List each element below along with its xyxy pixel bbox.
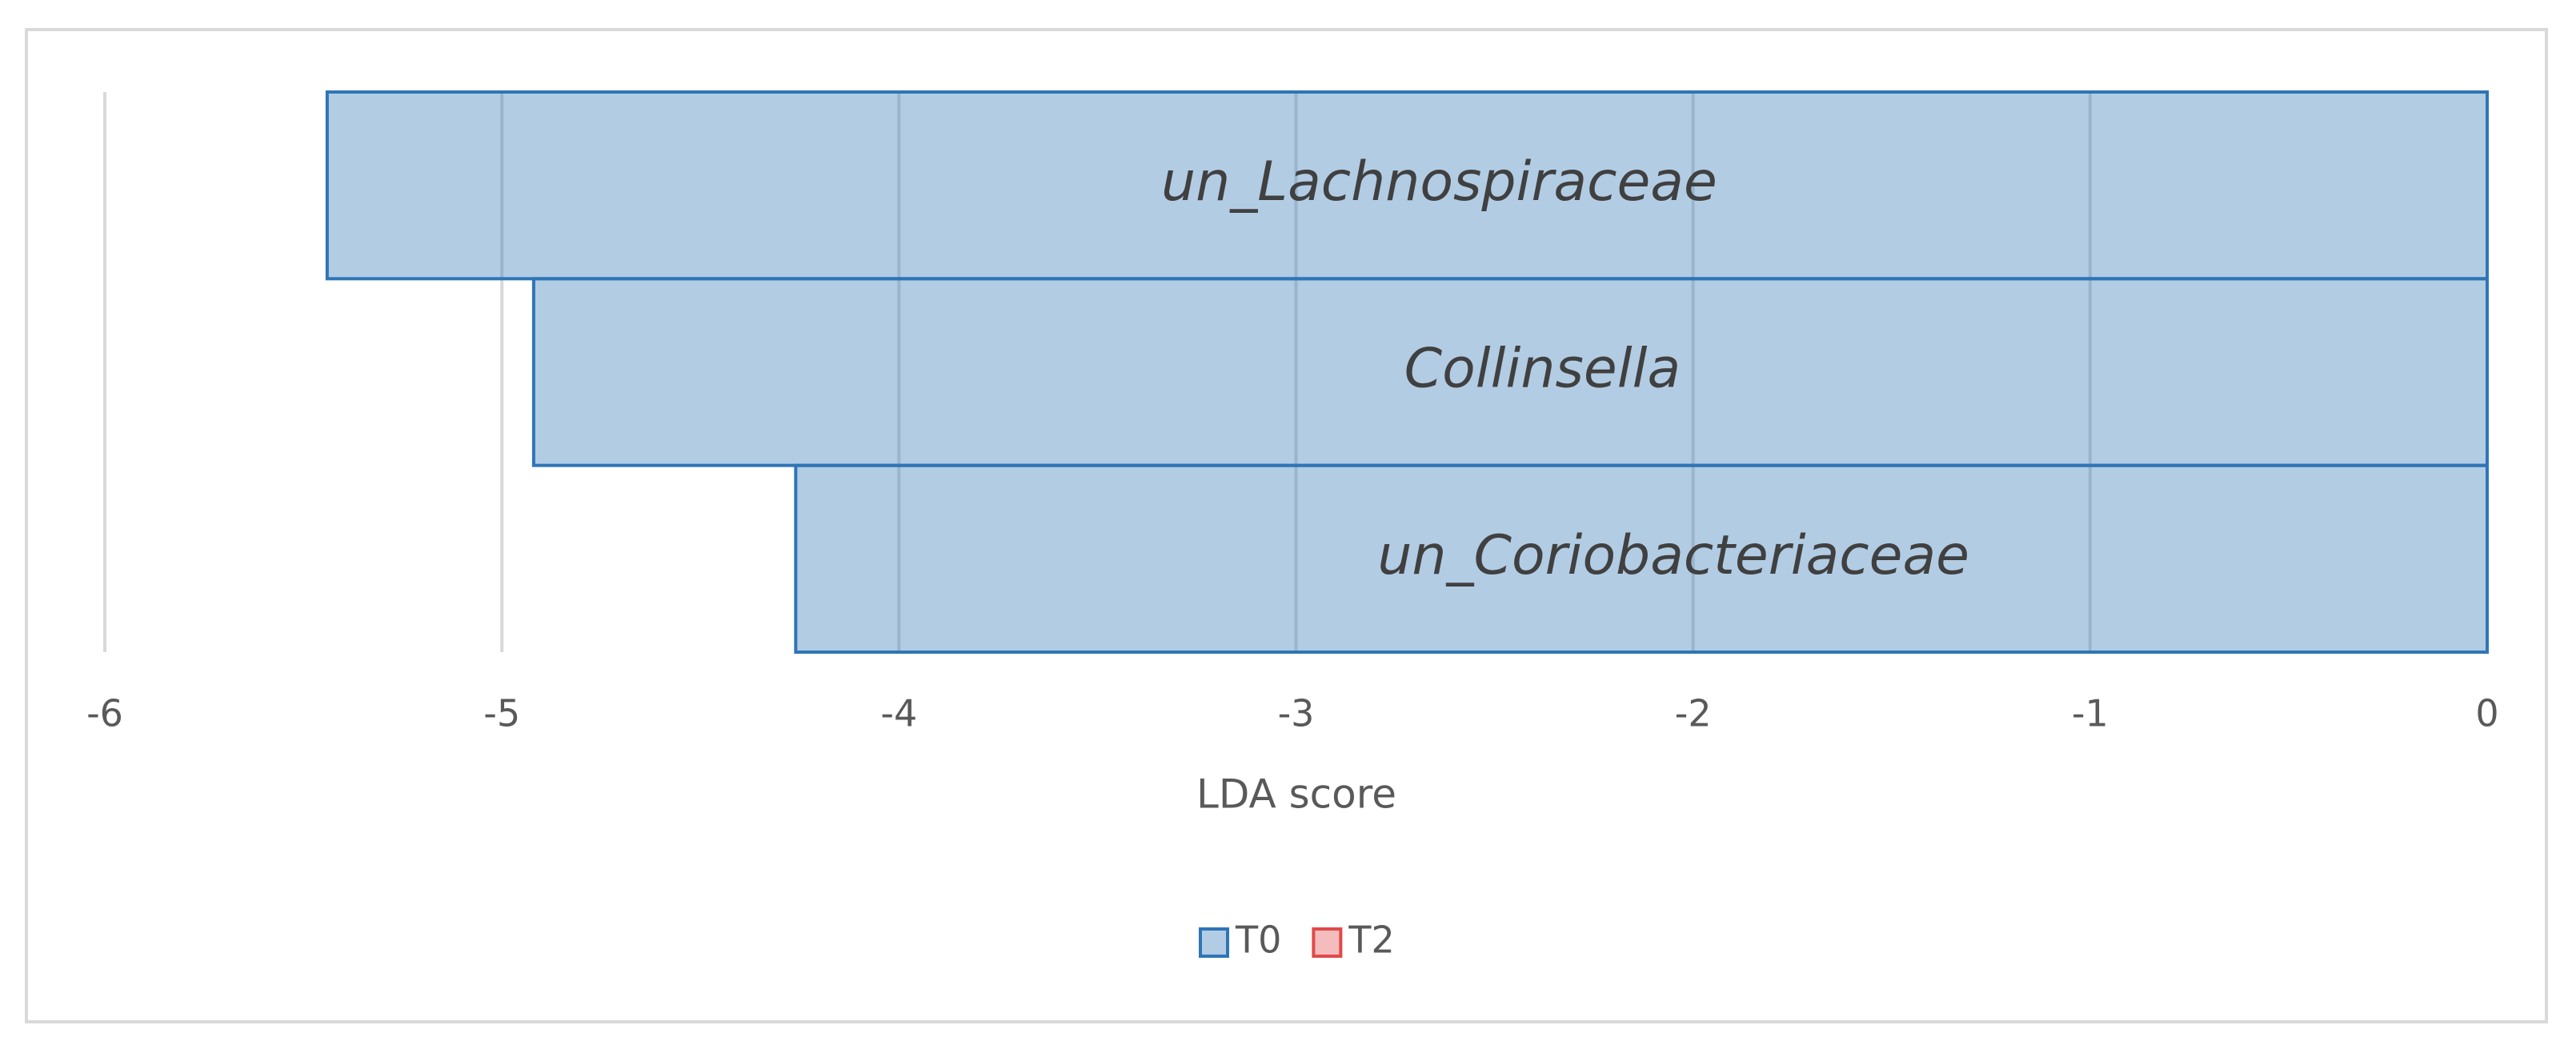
bar-label: un_Coriobacteriaceae (1377, 524, 1969, 587)
x-tick-label: -4 (880, 692, 917, 735)
x-tick-label: -2 (1675, 692, 1712, 735)
x-tick-label: 0 (2475, 692, 2498, 735)
bar (531, 277, 2489, 467)
bar (325, 90, 2490, 281)
x-tick-label: -6 (86, 692, 123, 735)
x-tick-label: -5 (483, 692, 520, 735)
legend-label: T2 (1348, 919, 1394, 962)
legend-swatch (1199, 927, 1229, 958)
x-tick-label: -3 (1278, 692, 1315, 735)
bar-label: un_Lachnospiraceae (1161, 150, 1717, 214)
legend-swatch (1312, 927, 1343, 958)
bar (794, 463, 2489, 655)
x-axis-title: LDA score (1196, 771, 1396, 818)
x-tick-label: -1 (2072, 692, 2109, 735)
legend-label: T0 (1235, 919, 1281, 962)
chart-frame (25, 28, 2548, 1023)
bar-label: Collinsella (1404, 338, 1681, 401)
